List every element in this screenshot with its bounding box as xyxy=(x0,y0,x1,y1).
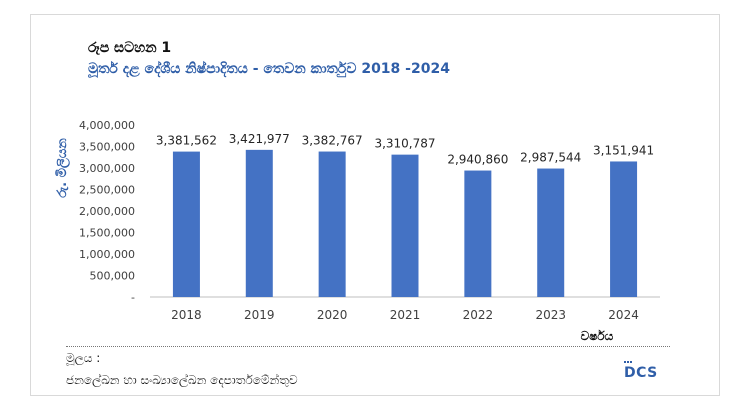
data-label-2018: 3,381,562 xyxy=(156,134,217,148)
data-label-2023: 2,987,544 xyxy=(520,151,581,165)
dcs-logo-icon: DCS xyxy=(624,361,658,380)
bar-2023 xyxy=(537,168,565,297)
y-tick-label: 3,000,000 xyxy=(79,162,135,175)
data-label-2019: 3,421,977 xyxy=(229,132,290,146)
y-tick-label: 1,000,000 xyxy=(79,248,135,261)
y-tick-label: 3,500,000 xyxy=(79,141,135,154)
y-tick-label: 2,000,000 xyxy=(79,205,135,218)
source-label: මූලය : xyxy=(66,351,101,365)
y-tick-label: 1,500,000 xyxy=(79,227,135,240)
figure-frame xyxy=(30,14,720,396)
x-tick-label: 2023 xyxy=(535,308,566,322)
source-text: ජනලේඛන හා සංඛ්‍යාලේඛන දෙපාර්තමේන්තුව xyxy=(66,373,298,387)
x-tick-label: 2020 xyxy=(317,308,348,322)
x-tick-label: 2024 xyxy=(608,308,639,322)
y-tick-label: 2,500,000 xyxy=(79,184,135,197)
x-axis-title: වර්ෂය xyxy=(581,329,614,343)
y-tick-label: 4,000,000 xyxy=(79,119,135,132)
bar-2024 xyxy=(610,161,638,297)
y-tick-label: 500,000 xyxy=(90,270,136,283)
data-label-2022: 2,940,860 xyxy=(447,153,508,167)
x-tick-label: 2019 xyxy=(244,308,275,322)
logo-text: DCS xyxy=(624,365,658,380)
bar-2019 xyxy=(245,149,273,297)
bar-2018 xyxy=(172,151,200,297)
data-label-2021: 3,310,787 xyxy=(374,137,435,151)
figure-label: රූප සටහන 1 xyxy=(88,40,172,56)
y-axis-title: රු. මිලියන xyxy=(54,138,71,198)
bar-2022 xyxy=(464,170,492,297)
x-tick-label: 2021 xyxy=(390,308,421,322)
bar-2021 xyxy=(391,154,419,297)
x-tick-label: 2018 xyxy=(171,308,202,322)
x-tick-label: 2022 xyxy=(463,308,494,322)
data-label-2020: 3,382,767 xyxy=(302,134,363,148)
bar-2020 xyxy=(318,151,346,297)
source-divider xyxy=(66,346,670,347)
data-label-2024: 3,151,941 xyxy=(593,143,654,157)
figure-title: මූර්ත දළ දේශීය නිෂ්පාදිතය - තෙවන කාර්තුව… xyxy=(88,61,450,77)
y-tick-label: - xyxy=(131,291,135,304)
